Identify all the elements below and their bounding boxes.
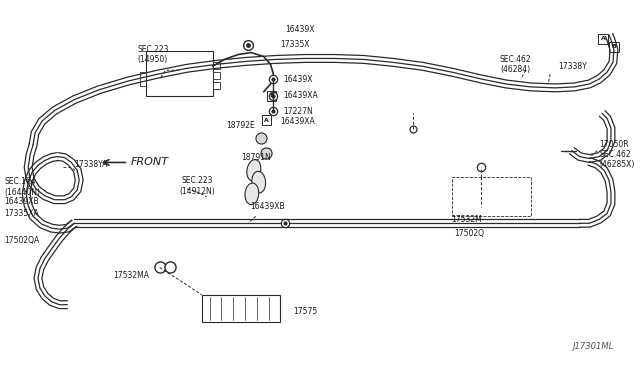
Text: 16439XB: 16439XB <box>250 202 285 211</box>
Bar <box>140 72 146 86</box>
Text: 16439XB: 16439XB <box>4 197 39 206</box>
Bar <box>262 115 271 125</box>
Text: A: A <box>264 118 269 123</box>
Text: 17502Q: 17502Q <box>454 229 484 238</box>
Text: SEC.223
(14950): SEC.223 (14950) <box>137 45 168 64</box>
Ellipse shape <box>252 171 266 193</box>
Text: 17532MA: 17532MA <box>113 271 150 280</box>
Text: J17301ML: J17301ML <box>573 342 614 351</box>
Bar <box>452 177 531 217</box>
Text: 17338Y: 17338Y <box>558 62 587 71</box>
Bar <box>212 62 220 69</box>
Text: SEC.462
(46285X): SEC.462 (46285X) <box>599 150 635 169</box>
Bar <box>598 34 608 44</box>
Text: 17502QA: 17502QA <box>4 237 40 246</box>
Bar <box>267 91 276 101</box>
Text: 18792E: 18792E <box>227 121 255 130</box>
Bar <box>146 51 212 96</box>
Bar <box>609 42 619 52</box>
Ellipse shape <box>245 183 259 205</box>
Text: 18791N: 18791N <box>241 153 271 162</box>
Text: 17532M: 17532M <box>451 215 482 224</box>
Bar <box>202 295 280 323</box>
Text: 16439XA: 16439XA <box>284 91 318 100</box>
Text: FRONT: FRONT <box>131 157 169 167</box>
Text: 16439XA: 16439XA <box>280 117 315 126</box>
Bar <box>212 82 220 89</box>
Text: 17227N: 17227N <box>284 107 313 116</box>
Text: 17335XA: 17335XA <box>4 209 40 218</box>
Text: SEC.223
(14912N): SEC.223 (14912N) <box>179 176 215 196</box>
Text: 17050R: 17050R <box>599 140 629 149</box>
Text: 17338YA: 17338YA <box>74 160 108 169</box>
Bar <box>212 72 220 79</box>
Text: 16439X: 16439X <box>285 26 315 35</box>
Text: B: B <box>611 44 616 49</box>
Text: 17335X: 17335X <box>280 40 310 49</box>
Text: 17575: 17575 <box>293 307 317 316</box>
Ellipse shape <box>247 160 261 181</box>
Text: B: B <box>269 93 274 98</box>
Text: A: A <box>601 36 605 41</box>
Text: 16439X: 16439X <box>284 74 313 84</box>
Text: SEC.462
(46284): SEC.462 (46284) <box>500 55 532 74</box>
Text: SEC.164
(16440N): SEC.164 (16440N) <box>4 177 40 197</box>
